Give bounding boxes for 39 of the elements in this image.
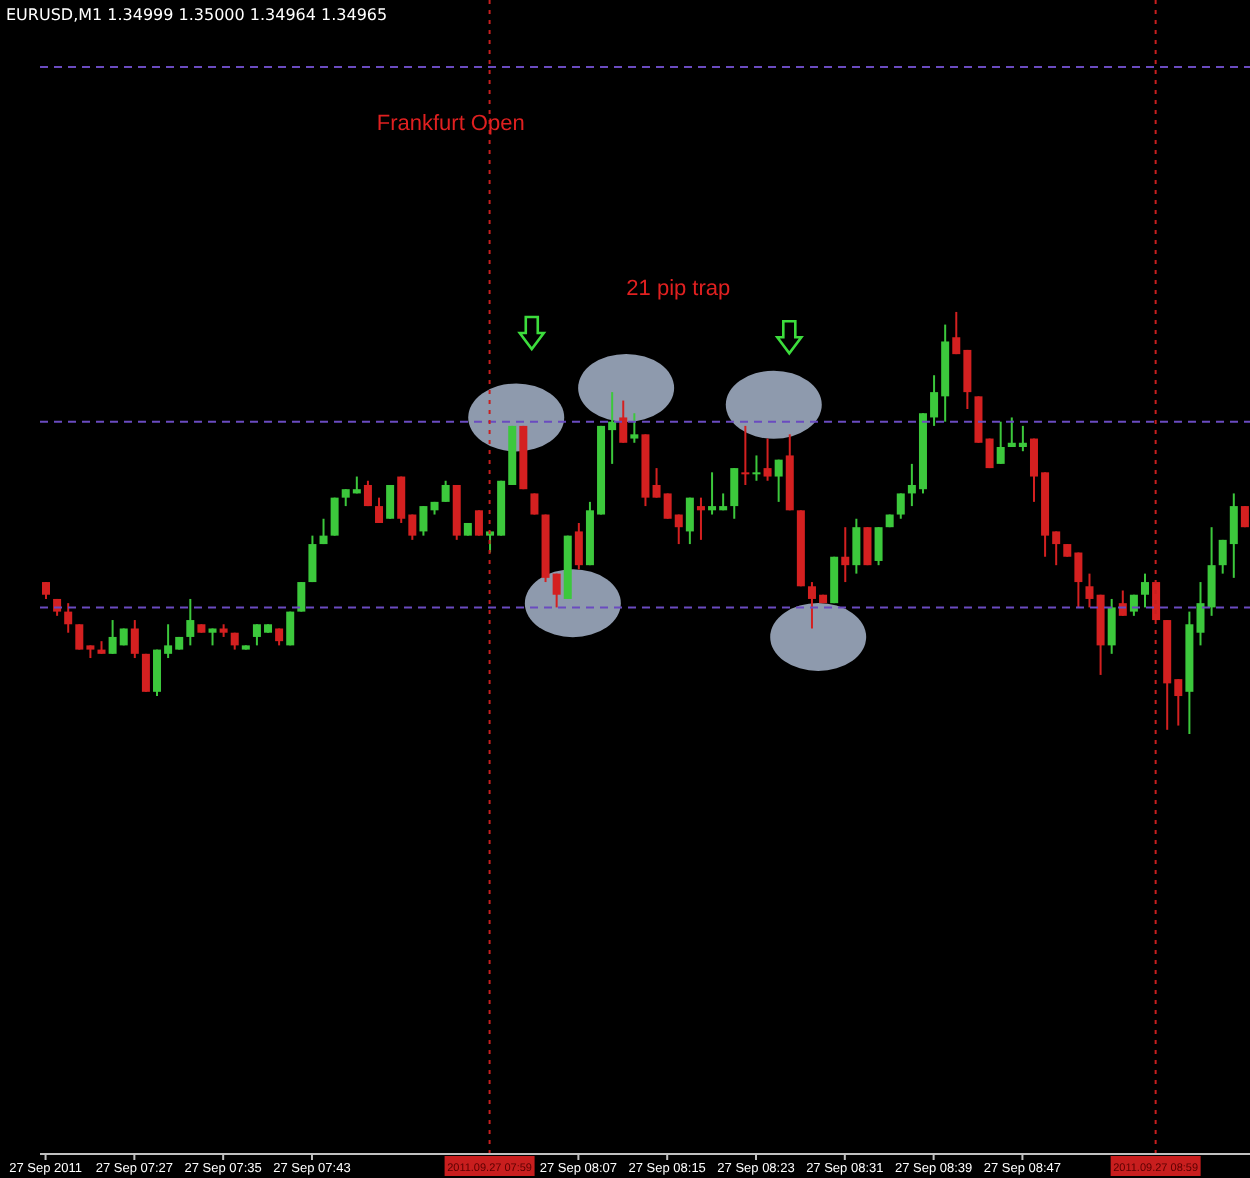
candlestick bbox=[874, 526, 883, 567]
candlestick bbox=[852, 517, 861, 575]
candlestick bbox=[763, 437, 772, 482]
candlestick bbox=[319, 517, 328, 546]
candlestick bbox=[441, 479, 450, 503]
candlestick bbox=[330, 496, 339, 537]
candlestick bbox=[630, 412, 639, 444]
text: Frankfurt Open bbox=[376, 112, 525, 137]
candlestick bbox=[308, 534, 317, 584]
candlestick bbox=[619, 399, 628, 444]
candlestick bbox=[752, 454, 761, 482]
candlestick bbox=[1207, 526, 1216, 617]
candlestick bbox=[530, 492, 539, 516]
candlestick bbox=[841, 526, 850, 584]
candlestick bbox=[696, 496, 705, 541]
candlestick bbox=[730, 467, 739, 520]
candlestick bbox=[974, 395, 983, 444]
candlestick bbox=[896, 492, 905, 520]
candlestick bbox=[774, 458, 783, 503]
chart-title: EURUSD,M1 1.34999 1.35000 1.34964 1.34965 bbox=[6, 6, 388, 24]
candlestick bbox=[363, 479, 372, 508]
candlestick bbox=[863, 526, 872, 567]
candlestick bbox=[1085, 572, 1094, 609]
candlestick bbox=[297, 581, 306, 613]
candlestick bbox=[685, 496, 694, 546]
candlestick bbox=[386, 483, 395, 520]
candlestick bbox=[186, 597, 195, 647]
candlestick bbox=[419, 505, 428, 537]
text: 21 pip trap bbox=[626, 277, 731, 302]
candlestick bbox=[130, 619, 139, 660]
candlestick bbox=[1140, 572, 1149, 609]
candlestick bbox=[1107, 597, 1116, 655]
candlestick bbox=[574, 521, 583, 571]
candlestick bbox=[375, 496, 384, 524]
candlestick bbox=[141, 652, 150, 693]
candlestick bbox=[741, 424, 750, 486]
candlestick bbox=[64, 602, 73, 634]
candlestick bbox=[996, 420, 1005, 465]
candlestick bbox=[474, 509, 483, 537]
